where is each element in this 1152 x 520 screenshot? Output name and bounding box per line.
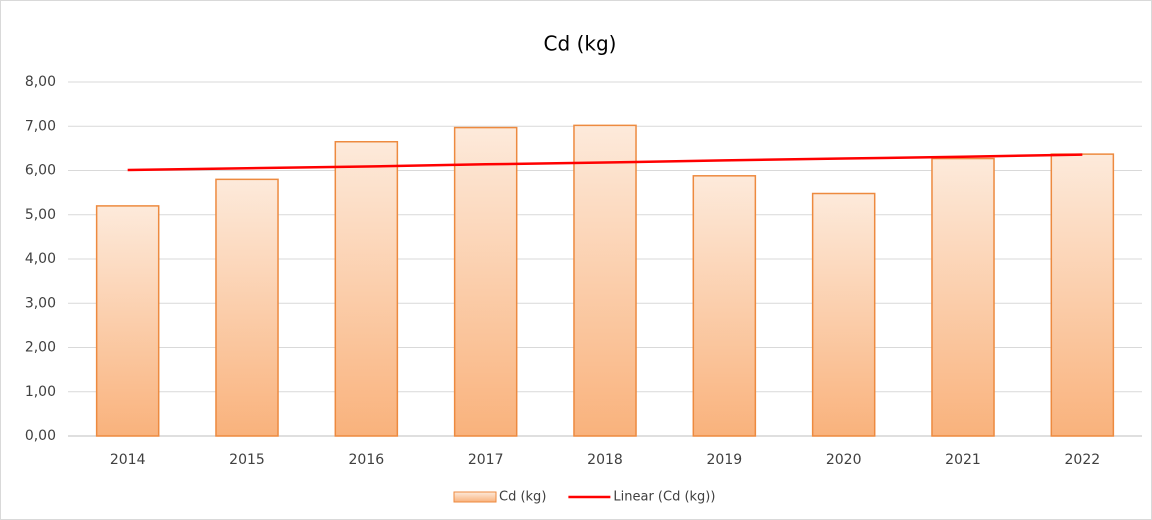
x-tick-label: 2020 [826,452,862,468]
bar [692,175,757,437]
bar [931,157,995,437]
y-tick-label: 8,00 [25,74,56,90]
legend-label: Cd (kg) [499,490,546,505]
y-tick-label: 5,00 [25,207,56,223]
trend-line [127,153,1083,172]
y-tick-label: 6,00 [25,163,56,179]
x-tick-label: 2015 [229,452,265,468]
x-tick-label: 2018 [587,452,623,468]
x-tick-label: 2016 [349,452,385,468]
y-tick-label: 3,00 [25,295,56,311]
y-tick-label: 2,00 [25,340,56,356]
y-tick-label: 0,00 [25,428,56,444]
legend-swatch [453,491,497,503]
x-tick-label: 2017 [468,452,504,468]
bar [1050,153,1115,437]
legend-label: Linear (Cd (kg)) [613,490,715,505]
bar [334,140,399,437]
bar [811,192,876,437]
y-tick-label: 7,00 [25,118,56,134]
x-tick-label: 2021 [945,452,981,468]
bar [95,205,160,437]
x-tick-label: 2019 [707,452,743,468]
chart-title: Cd (kg) [544,32,617,56]
bar [215,178,279,437]
bar [573,124,637,437]
x-tick-label: 2014 [110,452,146,468]
y-tick-label: 1,00 [25,384,56,400]
y-tick-label: 4,00 [25,251,56,267]
x-tick-label: 2022 [1065,452,1101,468]
bar [453,126,518,437]
